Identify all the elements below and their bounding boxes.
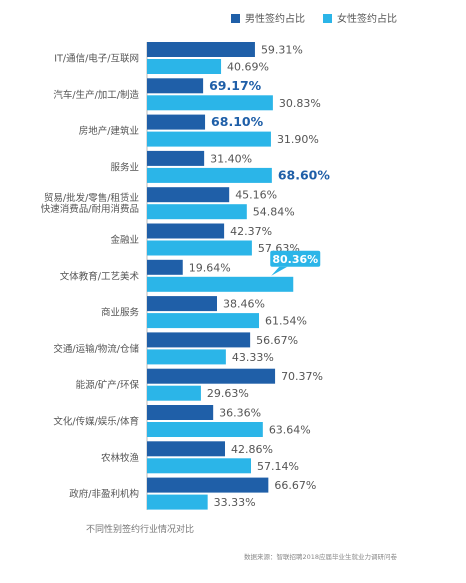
bar — [147, 42, 255, 57]
bar — [147, 458, 251, 474]
category-label: 商业服务 — [101, 307, 140, 319]
category-label: 文化/传媒/娱乐/体育 — [53, 416, 139, 428]
category-label: 政府/非盈利机构 — [69, 488, 139, 500]
bar — [147, 167, 272, 183]
value-label: 36.36% — [219, 407, 261, 420]
legend-label: 女性签约占比 — [337, 12, 397, 25]
value-label: 42.37% — [230, 225, 272, 238]
bar — [147, 59, 222, 74]
bar — [147, 78, 204, 94]
bar — [147, 349, 226, 365]
value-label: 43.33% — [232, 351, 274, 364]
bar — [147, 204, 247, 220]
value-label: 19.64% — [189, 261, 231, 274]
value-label: 66.67% — [274, 479, 316, 492]
callout-pointer — [271, 266, 288, 276]
bar — [147, 494, 208, 510]
bar — [147, 477, 269, 493]
category-label: 能源/矿产/环保 — [76, 379, 140, 391]
legend-label: 男性签约占比 — [245, 12, 305, 25]
value-label: 57.14% — [257, 460, 299, 473]
value-label: 68.60% — [278, 167, 331, 182]
bar — [147, 150, 205, 166]
bar — [147, 95, 273, 111]
bar — [147, 276, 294, 292]
category-label: 交通/运输/物流/仓储 — [53, 343, 139, 355]
bar — [147, 240, 252, 256]
bar — [147, 385, 201, 401]
bar — [147, 422, 263, 437]
legend-swatch — [231, 14, 240, 23]
bar — [147, 259, 183, 275]
category-label: 文体教育/工艺美术 — [60, 270, 140, 282]
category-label: 快速消费品/耐用消费品 — [41, 203, 139, 215]
category-label: 农林牧渔 — [101, 452, 140, 464]
bar — [147, 332, 251, 348]
category-label: 贸易/批发/零售/租赁业 — [44, 192, 139, 204]
value-label: 42.86% — [231, 443, 273, 456]
value-label: 31.90% — [277, 133, 319, 146]
category-label: 房地产/建筑业 — [79, 125, 139, 137]
value-label: 61.54% — [265, 315, 307, 328]
value-label: 33.33% — [214, 496, 256, 509]
data-source-note: 数据来源：智联招聘2018应届毕业生就业力调研问卷 — [244, 553, 398, 561]
category-label: 服务业 — [110, 161, 139, 173]
value-label: 63.64% — [269, 424, 311, 437]
bar — [147, 368, 276, 384]
legend-swatch — [323, 14, 332, 23]
category-label: 汽车/生产/加工/制造 — [53, 89, 139, 101]
callout-label: 80.36% — [272, 253, 318, 266]
value-label: 38.46% — [223, 298, 265, 311]
bar — [147, 187, 230, 203]
category-label: IT/通信/电子/互联网 — [54, 53, 139, 65]
value-label: 54.84% — [253, 206, 295, 219]
value-label: 31.40% — [210, 152, 252, 165]
bar — [147, 405, 214, 420]
value-label: 29.63% — [207, 387, 249, 400]
value-label: 56.67% — [256, 334, 298, 347]
chart-caption: 不同性别签约行业情况对比 — [86, 525, 195, 535]
bar — [147, 131, 271, 147]
bar — [147, 441, 226, 457]
category-label: 金融业 — [110, 234, 139, 246]
value-label: 45.16% — [235, 189, 277, 202]
value-label: 70.37% — [281, 370, 323, 383]
callout-bubble — [270, 250, 321, 267]
value-label: 40.69% — [227, 61, 269, 74]
bar — [147, 296, 217, 312]
bar — [147, 313, 260, 329]
value-label: 59.31% — [261, 44, 303, 57]
value-label: 68.10% — [211, 114, 264, 129]
bar — [147, 223, 225, 239]
value-label: 69.17% — [209, 78, 262, 93]
value-label: 30.83% — [279, 97, 321, 110]
bar — [147, 114, 206, 130]
